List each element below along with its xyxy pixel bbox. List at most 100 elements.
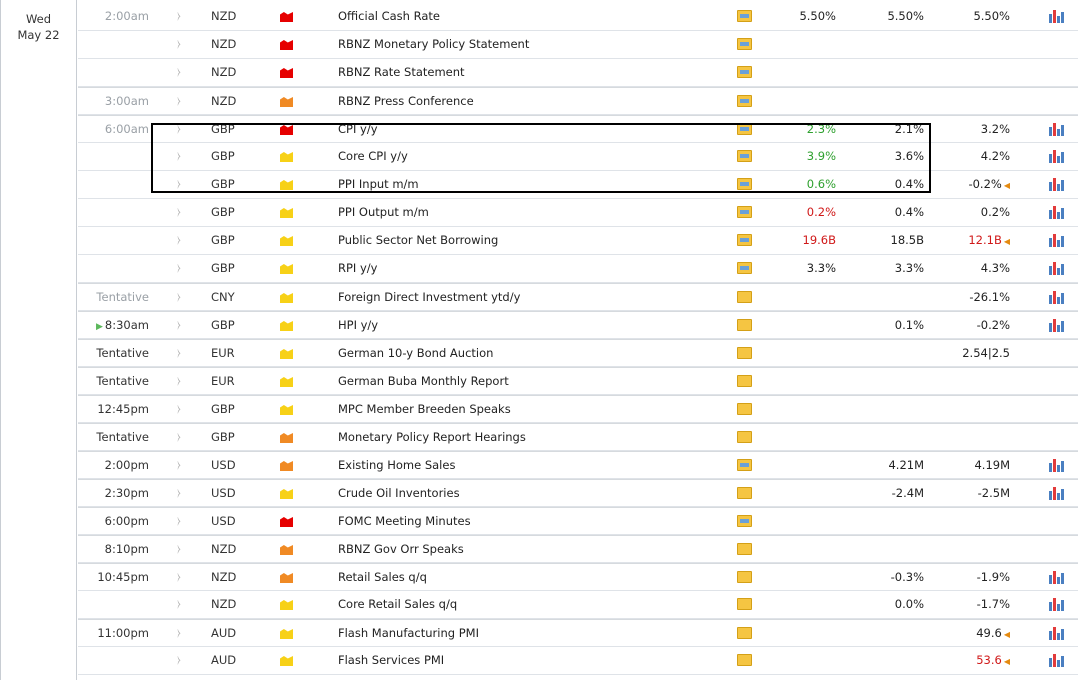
event-title[interactable]: RBNZ Rate Statement xyxy=(338,65,465,79)
detail-folder-icon[interactable] xyxy=(737,291,752,303)
impact-folder-icon[interactable] xyxy=(280,629,293,639)
table-row[interactable]: ⧽ NZD Core Retail Sales q/q 0.0% -1.7% xyxy=(78,591,1078,619)
table-row[interactable]: ⧽ GBP RPI y/y 3.3% 3.3% 4.3% xyxy=(78,255,1078,283)
table-row[interactable]: ⧽ GBP PPI Input m/m 0.6% 0.4% -0.2% ◀ xyxy=(78,171,1078,199)
impact-folder-icon[interactable] xyxy=(280,517,293,527)
chart-icon[interactable] xyxy=(1049,290,1065,304)
chart-icon[interactable] xyxy=(1049,177,1065,191)
event-title[interactable]: RBNZ Press Conference xyxy=(338,94,474,108)
table-row[interactable]: 6:00am ⧽ GBP CPI y/y 2.3% 2.1% 3.2% xyxy=(78,115,1078,143)
table-row[interactable]: 12:45pm ⧽ GBP MPC Member Breeden Speaks xyxy=(78,395,1078,423)
detail-folder-icon[interactable] xyxy=(737,571,752,583)
table-row[interactable]: 6:00pm ⧽ USD FOMC Meeting Minutes xyxy=(78,507,1078,535)
table-row[interactable]: ⧽ NZD RBNZ Monetary Policy Statement xyxy=(78,31,1078,59)
sound-icon[interactable]: ⧽ xyxy=(177,235,181,246)
table-row[interactable]: ⧽ GBP Core CPI y/y 3.9% 3.6% 4.2% xyxy=(78,143,1078,171)
sound-icon[interactable]: ⧽ xyxy=(177,376,181,387)
chart-icon[interactable] xyxy=(1049,149,1065,163)
impact-folder-icon[interactable] xyxy=(280,97,293,107)
impact-folder-icon[interactable] xyxy=(280,545,293,555)
sound-icon[interactable]: ⧽ xyxy=(177,151,181,162)
detail-folder-icon[interactable] xyxy=(737,123,752,135)
impact-folder-icon[interactable] xyxy=(280,377,293,387)
detail-folder-icon[interactable] xyxy=(737,38,752,50)
impact-folder-icon[interactable] xyxy=(280,656,293,666)
sound-icon[interactable]: ⧽ xyxy=(177,11,181,22)
table-row[interactable]: 8:10pm ⧽ NZD RBNZ Gov Orr Speaks xyxy=(78,535,1078,563)
event-title[interactable]: Core CPI y/y xyxy=(338,149,408,163)
impact-folder-icon[interactable] xyxy=(280,489,293,499)
detail-folder-icon[interactable] xyxy=(737,654,752,666)
impact-folder-icon[interactable] xyxy=(280,180,293,190)
event-title[interactable]: RBNZ Gov Orr Speaks xyxy=(338,542,464,556)
table-row[interactable]: ⧽ GBP PPI Output m/m 0.2% 0.4% 0.2% xyxy=(78,199,1078,227)
table-row[interactable]: Tentative ⧽ EUR German 10-y Bond Auction 2.5… xyxy=(78,339,1078,367)
impact-folder-icon[interactable] xyxy=(280,40,293,50)
event-title[interactable]: Existing Home Sales xyxy=(338,458,456,472)
sound-icon[interactable]: ⧽ xyxy=(177,599,181,610)
sound-icon[interactable]: ⧽ xyxy=(177,460,181,471)
chart-icon[interactable] xyxy=(1049,122,1065,136)
sound-icon[interactable]: ⧽ xyxy=(177,516,181,527)
impact-folder-icon[interactable] xyxy=(280,125,293,135)
detail-folder-icon[interactable] xyxy=(737,95,752,107)
table-row[interactable]: 2:00am ⧽ NZD Official Cash Rate 5.50% 5.50% 5.… xyxy=(78,3,1078,31)
event-title[interactable]: HPI y/y xyxy=(338,318,379,332)
sound-icon[interactable]: ⧽ xyxy=(177,39,181,50)
detail-folder-icon[interactable] xyxy=(737,319,752,331)
event-title[interactable]: RPI y/y xyxy=(338,261,378,275)
table-row[interactable]: ⧽ AUD Flash Services PMI 53.6 ◀ xyxy=(78,647,1078,675)
event-title[interactable]: Retail Sales q/q xyxy=(338,570,427,584)
chart-icon[interactable] xyxy=(1049,233,1065,247)
impact-folder-icon[interactable] xyxy=(280,461,293,471)
table-row[interactable]: Tentative ⧽ GBP Monetary Policy Report Hear… xyxy=(78,423,1078,451)
chart-icon[interactable] xyxy=(1049,597,1065,611)
chart-icon[interactable] xyxy=(1049,626,1065,640)
detail-folder-icon[interactable] xyxy=(737,598,752,610)
table-row[interactable]: Tentative ⧽ EUR German Buba Monthly Report xyxy=(78,367,1078,395)
sound-icon[interactable]: ⧽ xyxy=(177,67,181,78)
detail-folder-icon[interactable] xyxy=(737,347,752,359)
chart-icon[interactable] xyxy=(1049,570,1065,584)
detail-folder-icon[interactable] xyxy=(737,262,752,274)
detail-folder-icon[interactable] xyxy=(737,403,752,415)
impact-folder-icon[interactable] xyxy=(280,433,293,443)
detail-folder-icon[interactable] xyxy=(737,515,752,527)
impact-folder-icon[interactable] xyxy=(280,293,293,303)
detail-folder-icon[interactable] xyxy=(737,459,752,471)
detail-folder-icon[interactable] xyxy=(737,431,752,443)
table-row[interactable]: ⧽ GBP Public Sector Net Borrowing 19.6B 18.5… xyxy=(78,227,1078,255)
event-title[interactable]: FOMC Meeting Minutes xyxy=(338,514,471,528)
impact-folder-icon[interactable] xyxy=(280,208,293,218)
sound-icon[interactable]: ⧽ xyxy=(177,628,181,639)
sound-icon[interactable]: ⧽ xyxy=(177,320,181,331)
event-title[interactable]: Foreign Direct Investment ytd/y xyxy=(338,290,521,304)
chart-icon[interactable] xyxy=(1049,205,1065,219)
detail-folder-icon[interactable] xyxy=(737,150,752,162)
event-title[interactable]: Official Cash Rate xyxy=(338,9,440,23)
table-row[interactable]: 2:00pm ⧽ USD Existing Home Sales 4.21M 4.19M xyxy=(78,451,1078,479)
event-title[interactable]: Crude Oil Inventories xyxy=(338,486,460,500)
chart-icon[interactable] xyxy=(1049,486,1065,500)
chart-icon[interactable] xyxy=(1049,9,1065,23)
event-title[interactable]: German Buba Monthly Report xyxy=(338,374,509,388)
detail-folder-icon[interactable] xyxy=(737,10,752,22)
detail-folder-icon[interactable] xyxy=(737,487,752,499)
event-title[interactable]: MPC Member Breeden Speaks xyxy=(338,402,511,416)
sound-icon[interactable]: ⧽ xyxy=(177,207,181,218)
event-title[interactable]: Flash Manufacturing PMI xyxy=(338,626,479,640)
chart-icon[interactable] xyxy=(1049,318,1065,332)
impact-folder-icon[interactable] xyxy=(280,12,293,22)
sound-icon[interactable]: ⧽ xyxy=(177,263,181,274)
detail-folder-icon[interactable] xyxy=(737,375,752,387)
sound-icon[interactable]: ⧽ xyxy=(177,348,181,359)
chart-icon[interactable] xyxy=(1049,653,1065,667)
sound-icon[interactable]: ⧽ xyxy=(177,404,181,415)
event-title[interactable]: PPI Input m/m xyxy=(338,177,419,191)
impact-folder-icon[interactable] xyxy=(280,264,293,274)
sound-icon[interactable]: ⧽ xyxy=(177,292,181,303)
impact-folder-icon[interactable] xyxy=(280,321,293,331)
table-row[interactable]: ▶ 8:30am ⧽ GBP HPI y/y 0.1% -0.2% xyxy=(78,311,1078,339)
event-title[interactable]: Flash Services PMI xyxy=(338,653,445,667)
sound-icon[interactable]: ⧽ xyxy=(177,124,181,135)
